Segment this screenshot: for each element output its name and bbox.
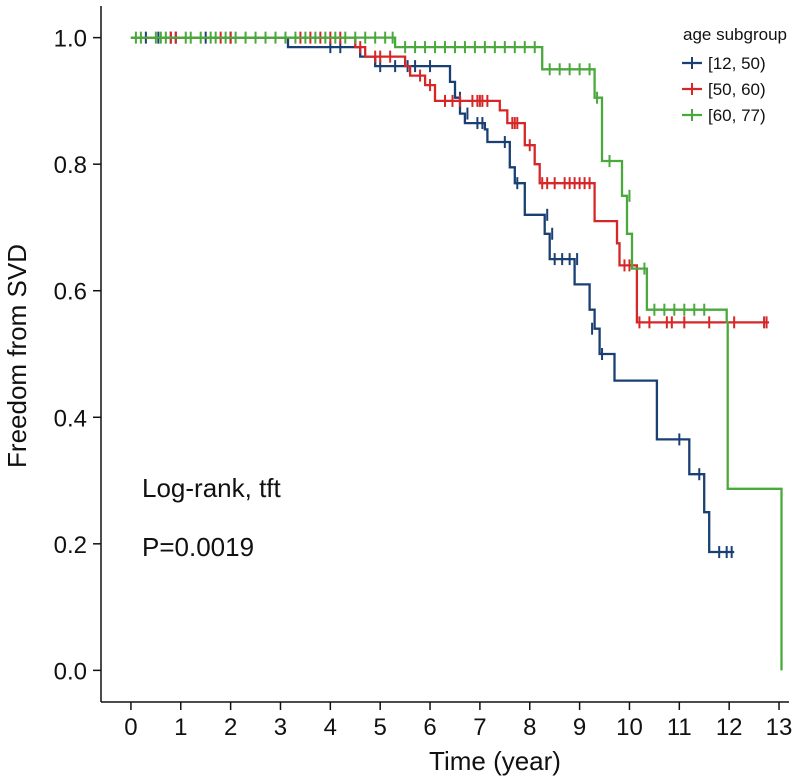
legend-label: [12, 50)	[708, 54, 766, 73]
legend: age subgroup [12, 50) [50, 60) [60, 77)	[682, 25, 787, 125]
x-tick-label: 9	[573, 714, 586, 741]
y-tick-label: 1.0	[54, 26, 87, 53]
x-tick-label: 6	[423, 714, 436, 741]
legend-item: [12, 50)	[682, 54, 766, 73]
y-tick-label: 0.2	[54, 532, 87, 559]
x-tick-label: 3	[274, 714, 287, 741]
legend-item: [50, 60)	[682, 80, 766, 99]
x-tick-label: 2	[224, 714, 237, 741]
x-axis-title: Time (year)	[429, 746, 561, 776]
y-axis: 0.0 0.2 0.4 0.6 0.8 1.0	[54, 6, 102, 702]
x-tick-label: 5	[374, 714, 387, 741]
survival-curves	[130, 31, 783, 671]
series-line	[130, 36, 783, 671]
x-tick-label: 4	[324, 714, 337, 741]
x-axis: 0 1 2 3 4 5 6 7 8 9 10 11 12 13	[101, 701, 793, 741]
y-tick-label: 0.4	[54, 405, 87, 432]
legend-label: [60, 77)	[708, 106, 766, 125]
series-line	[130, 36, 770, 324]
y-tick-label: 0.0	[54, 658, 87, 685]
legend-item: [60, 77)	[682, 106, 766, 125]
x-tick-label: 13	[766, 714, 793, 741]
y-tick-label: 0.6	[54, 279, 87, 306]
x-tick-label: 11	[667, 714, 692, 741]
y-tick-label: 0.8	[54, 152, 87, 179]
x-tick-label: 0	[124, 714, 137, 741]
legend-label: [50, 60)	[708, 80, 766, 99]
x-tick-label: 12	[716, 714, 743, 741]
x-tick-label: 10	[616, 714, 643, 741]
y-axis-title: Freedom from SVD	[2, 244, 32, 468]
x-tick-label: 1	[174, 714, 187, 741]
x-tick-label: 8	[523, 714, 536, 741]
series-3	[130, 31, 783, 671]
p-value-annotation: P=0.0019	[142, 532, 254, 562]
series-2	[130, 31, 770, 329]
plot-area: 0 1 2 3 4 5 6 7 8 9 10 11 12 13 0.00.20.40.60.81.0	[54, 6, 793, 741]
logrank-annotation: Log-rank, tft	[142, 473, 282, 503]
legend-title: age subgroup	[683, 25, 787, 44]
series-line	[130, 36, 735, 554]
x-tick-label: 7	[473, 714, 486, 741]
